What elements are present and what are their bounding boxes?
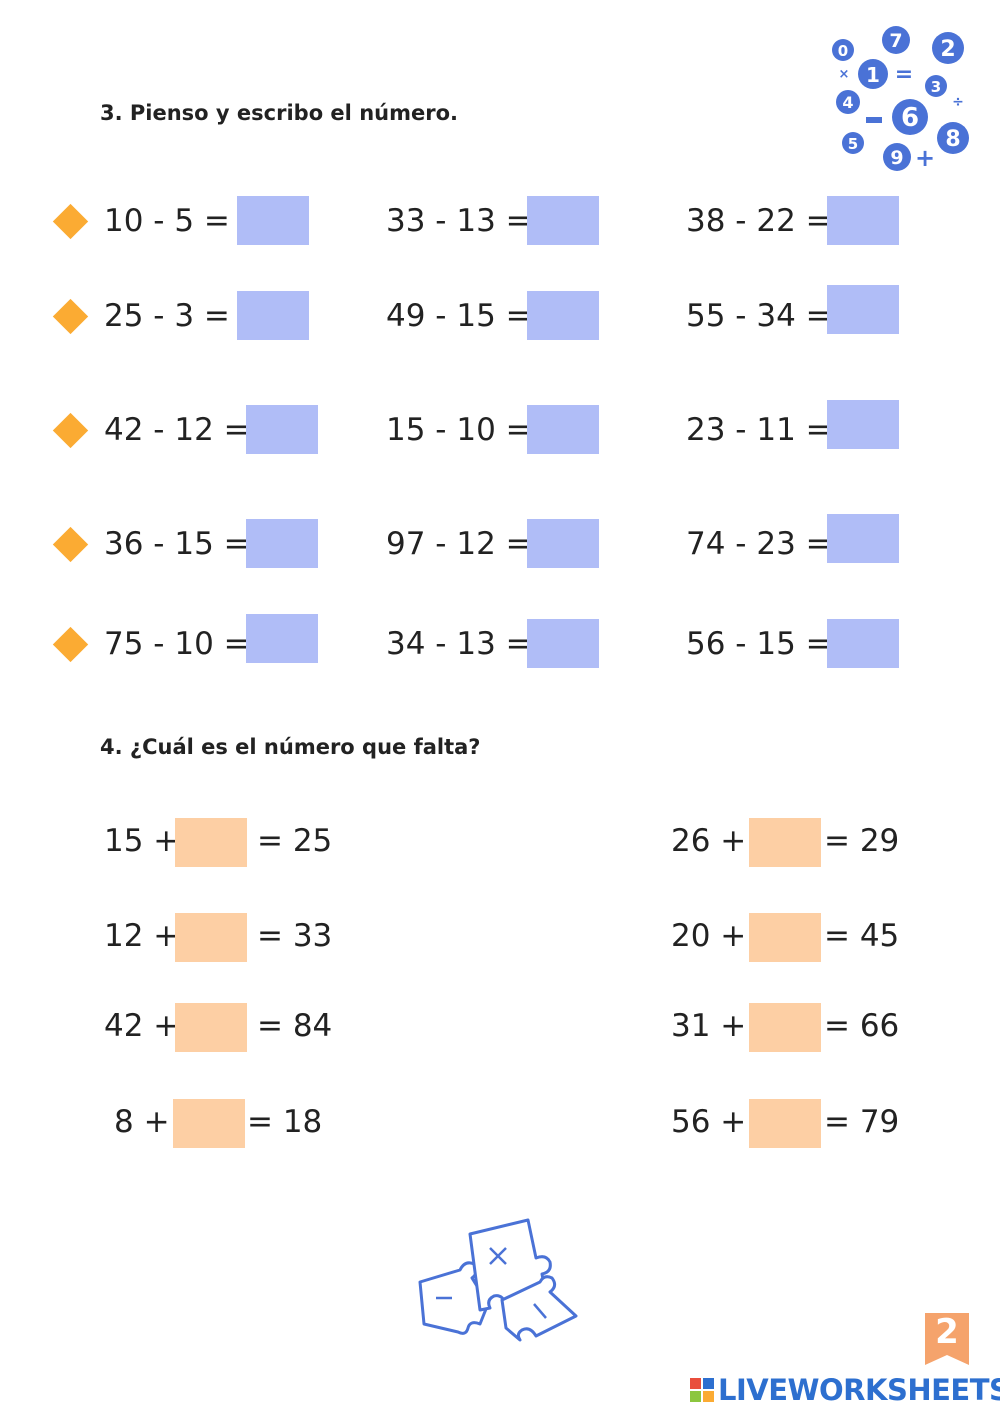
subtraction-expression: 15 - 10 = [386,412,532,448]
addend-text: 8 + [114,1104,170,1140]
sum-text: = 33 [257,918,333,954]
diamond-bullet-icon [52,203,89,240]
page-number: 2 [935,1312,959,1352]
answer-input[interactable] [527,619,599,668]
section3-title: 3. Pienso y escribo el número. [100,101,458,125]
missing-number-input[interactable] [175,818,247,867]
section4-title: 4. ¿Cuál es el número que falta? [100,735,481,759]
answer-input[interactable] [527,291,599,340]
diamond-bullet-icon [52,298,89,335]
missing-number-input[interactable] [749,1099,821,1148]
svg-text:0: 0 [838,42,848,60]
addend-text: 42 + [104,1008,180,1044]
subtraction-expression: 75 - 10 = [104,626,250,662]
answer-input[interactable] [527,519,599,568]
missing-number-input[interactable] [749,913,821,962]
subtraction-expression: 55 - 34 = [686,298,832,334]
missing-number-input[interactable] [175,913,247,962]
subtraction-expression: 49 - 15 = [386,298,532,334]
svg-text:4: 4 [842,93,853,112]
svg-text:8: 8 [945,127,960,152]
answer-input[interactable] [237,196,309,245]
addend-text: 12 + [104,918,180,954]
addend-text: 31 + [671,1008,747,1044]
svg-text:6: 6 [901,103,919,133]
answer-input[interactable] [827,619,899,668]
answer-input[interactable] [827,285,899,334]
brand-logo[interactable]: LIVEWORKSHEETS [690,1372,1000,1408]
subtraction-expression: 10 - 5 = [104,203,230,239]
missing-number-input[interactable] [173,1099,245,1148]
answer-input[interactable] [527,405,599,454]
subtraction-expression: 56 - 15 = [686,626,832,662]
subtraction-expression: 34 - 13 = [386,626,532,662]
subtraction-expression: 33 - 13 = [386,203,532,239]
puzzle-pieces-icon [418,1218,578,1342]
svg-text:2: 2 [940,37,955,62]
brand-name: LIVEWORKSHEETS [718,1373,1000,1407]
addend-text: 26 + [671,823,747,859]
sum-text: = 79 [824,1104,900,1140]
subtraction-expression: 42 - 12 = [104,412,250,448]
svg-text:=: = [895,62,913,87]
sum-text: = 18 [247,1104,323,1140]
svg-text:7: 7 [889,30,902,52]
missing-number-input[interactable] [749,1003,821,1052]
diamond-bullet-icon [52,626,89,663]
math-numbers-cluster-icon: 0 7 2 × 1 = 3 ÷ 4 6 8 5 9 + [832,26,969,172]
sum-text: = 66 [824,1008,900,1044]
answer-input[interactable] [827,514,899,563]
missing-number-input[interactable] [175,1003,247,1052]
sum-text: = 29 [824,823,900,859]
diamond-bullet-icon [52,526,89,563]
answer-input[interactable] [527,196,599,245]
answer-input[interactable] [237,291,309,340]
subtraction-expression: 38 - 22 = [686,203,832,239]
sum-text: = 45 [824,918,900,954]
subtraction-expression: 23 - 11 = [686,412,832,448]
answer-input[interactable] [246,405,318,454]
answer-input[interactable] [827,400,899,449]
subtraction-expression: 36 - 15 = [104,526,250,562]
svg-text:÷: ÷ [952,94,964,110]
svg-text:×: × [839,67,850,82]
svg-text:5: 5 [848,135,858,153]
missing-number-input[interactable] [749,818,821,867]
svg-text:3: 3 [931,78,941,96]
page-number-flag [925,1313,969,1365]
answer-input[interactable] [246,614,318,663]
subtraction-expression: 74 - 23 = [686,526,832,562]
sum-text: = 84 [257,1008,333,1044]
subtraction-expression: 97 - 12 = [386,526,532,562]
svg-text:1: 1 [866,63,880,87]
addend-text: 20 + [671,918,747,954]
addend-text: 56 + [671,1104,747,1140]
svg-text:9: 9 [890,147,903,169]
subtraction-expression: 25 - 3 = [104,298,230,334]
answer-input[interactable] [827,196,899,245]
diamond-bullet-icon [52,412,89,449]
sum-text: = 25 [257,823,333,859]
brand-icon [690,1378,714,1402]
svg-text:+: + [915,144,935,172]
answer-input[interactable] [246,519,318,568]
addend-text: 15 + [104,823,180,859]
